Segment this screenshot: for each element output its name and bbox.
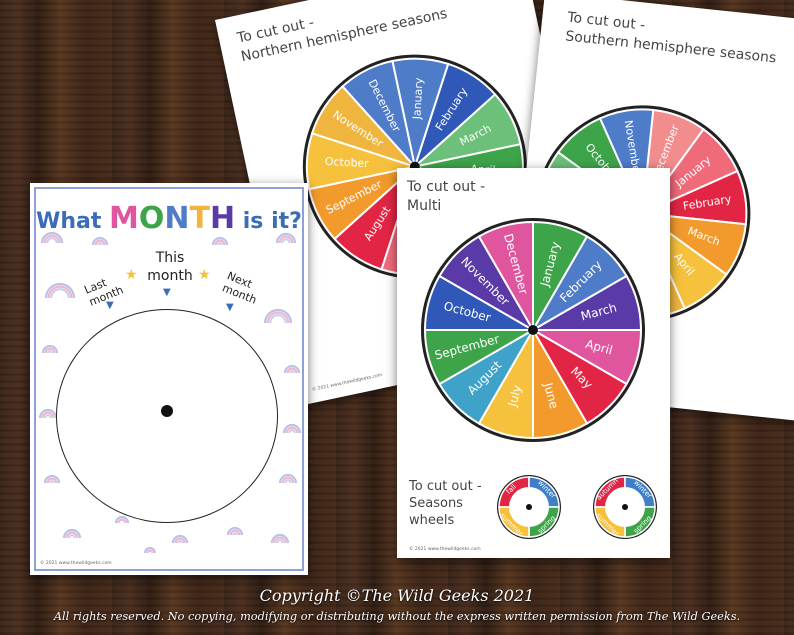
title-month: MONTH [109,201,235,236]
multi-sheet-footer: © 2021 www.thewildgeeks.com [409,547,481,552]
title-letter-o: O [138,201,165,236]
rainbow-icon [263,308,293,324]
multi-sheet-title: To cut out - Multi [407,178,485,216]
rainbow-icon [171,534,189,544]
rainbow-icon [275,232,297,244]
star-icon: ★ [125,267,138,283]
title-what: What [36,209,110,234]
rainbow-icon [143,546,157,554]
seasons-title-line2: Seasons [409,496,463,511]
title-letter-n: N [164,201,190,236]
main-sheet-footer: © 2021 www.thewildgeeks.com [40,561,112,566]
northern-footer: © 2021 www.thewildgeeks.com [311,373,383,393]
sheet-border [34,187,304,571]
rainbow-icon [91,236,109,246]
month-label: July [505,384,524,409]
title-rest: is it? [235,209,302,234]
this-month-label: This month [130,249,210,285]
this-month-line2: month [147,268,193,284]
month-label: January [410,77,425,121]
month-label: April [584,337,614,358]
rainbow-decorations [38,231,302,554]
star-icon: ★ [198,267,211,283]
rainbow-icon [278,473,298,484]
multi-title-line2: Multi [407,198,442,214]
rainbow-icon [38,408,58,419]
multi-month-wheel: JanuaryFebruaryMarchAprilMayJuneJulyAugu… [421,218,645,442]
rainbow-icon [282,423,302,434]
seasons-title-line3: wheels [409,513,455,528]
rainbow-icon [44,282,76,299]
copyright-line1: Copyright ©The Wild Geeks 2021 [259,586,535,605]
rainbow-icon [226,526,244,536]
rainbow-icon [62,528,82,539]
title-letter-m: M [109,201,139,236]
seasons-title-line1: To cut out - [409,479,482,494]
rainbow-icon [211,236,229,246]
multi-sheet: To cut out - Multi January February March A… [397,168,670,558]
rainbow-icon [40,231,64,244]
rainbow-icon [114,515,130,524]
arrow-down-icon: ▼ [163,287,171,298]
seasons-wheels-title: To cut out - Seasons wheels [409,478,482,529]
southern-sheet-title: To cut out - Southern hemisphere seasons [564,9,779,69]
wheel-segment [341,59,417,171]
wheel-center-dot [528,325,538,335]
wheel-segment [477,220,534,334]
rainbow-icon [41,344,59,354]
blank-dial-circle [56,309,278,523]
page-title: What MONTH is it? [30,201,308,236]
title-letter-h: H [210,201,236,236]
title-letter-t: T [189,201,210,236]
dial-center-dot [161,405,173,417]
arrow-down-icon: ▼ [106,300,114,311]
multi-title-line1: To cut out - [407,179,486,195]
arrow-down-icon: ▼ [226,302,234,313]
this-month-line1: This [155,250,185,266]
rainbow-icon [43,474,61,484]
month-label: October [324,155,369,170]
what-month-sheet: What MONTH is it? This month ★ ★ ▼ Last … [30,183,308,575]
rainbow-icon [283,364,301,374]
copyright-line2: All rights reserved. No copying, modifyi… [53,610,741,623]
month-label: June [541,380,562,410]
rainbow-icon [270,533,290,544]
